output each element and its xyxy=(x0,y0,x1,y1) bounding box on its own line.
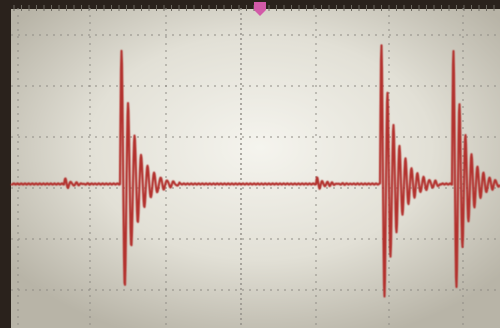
signal-trace xyxy=(10,44,500,298)
left-bezel xyxy=(0,0,11,328)
trigger-marker xyxy=(254,2,266,16)
top-bezel xyxy=(0,0,500,9)
